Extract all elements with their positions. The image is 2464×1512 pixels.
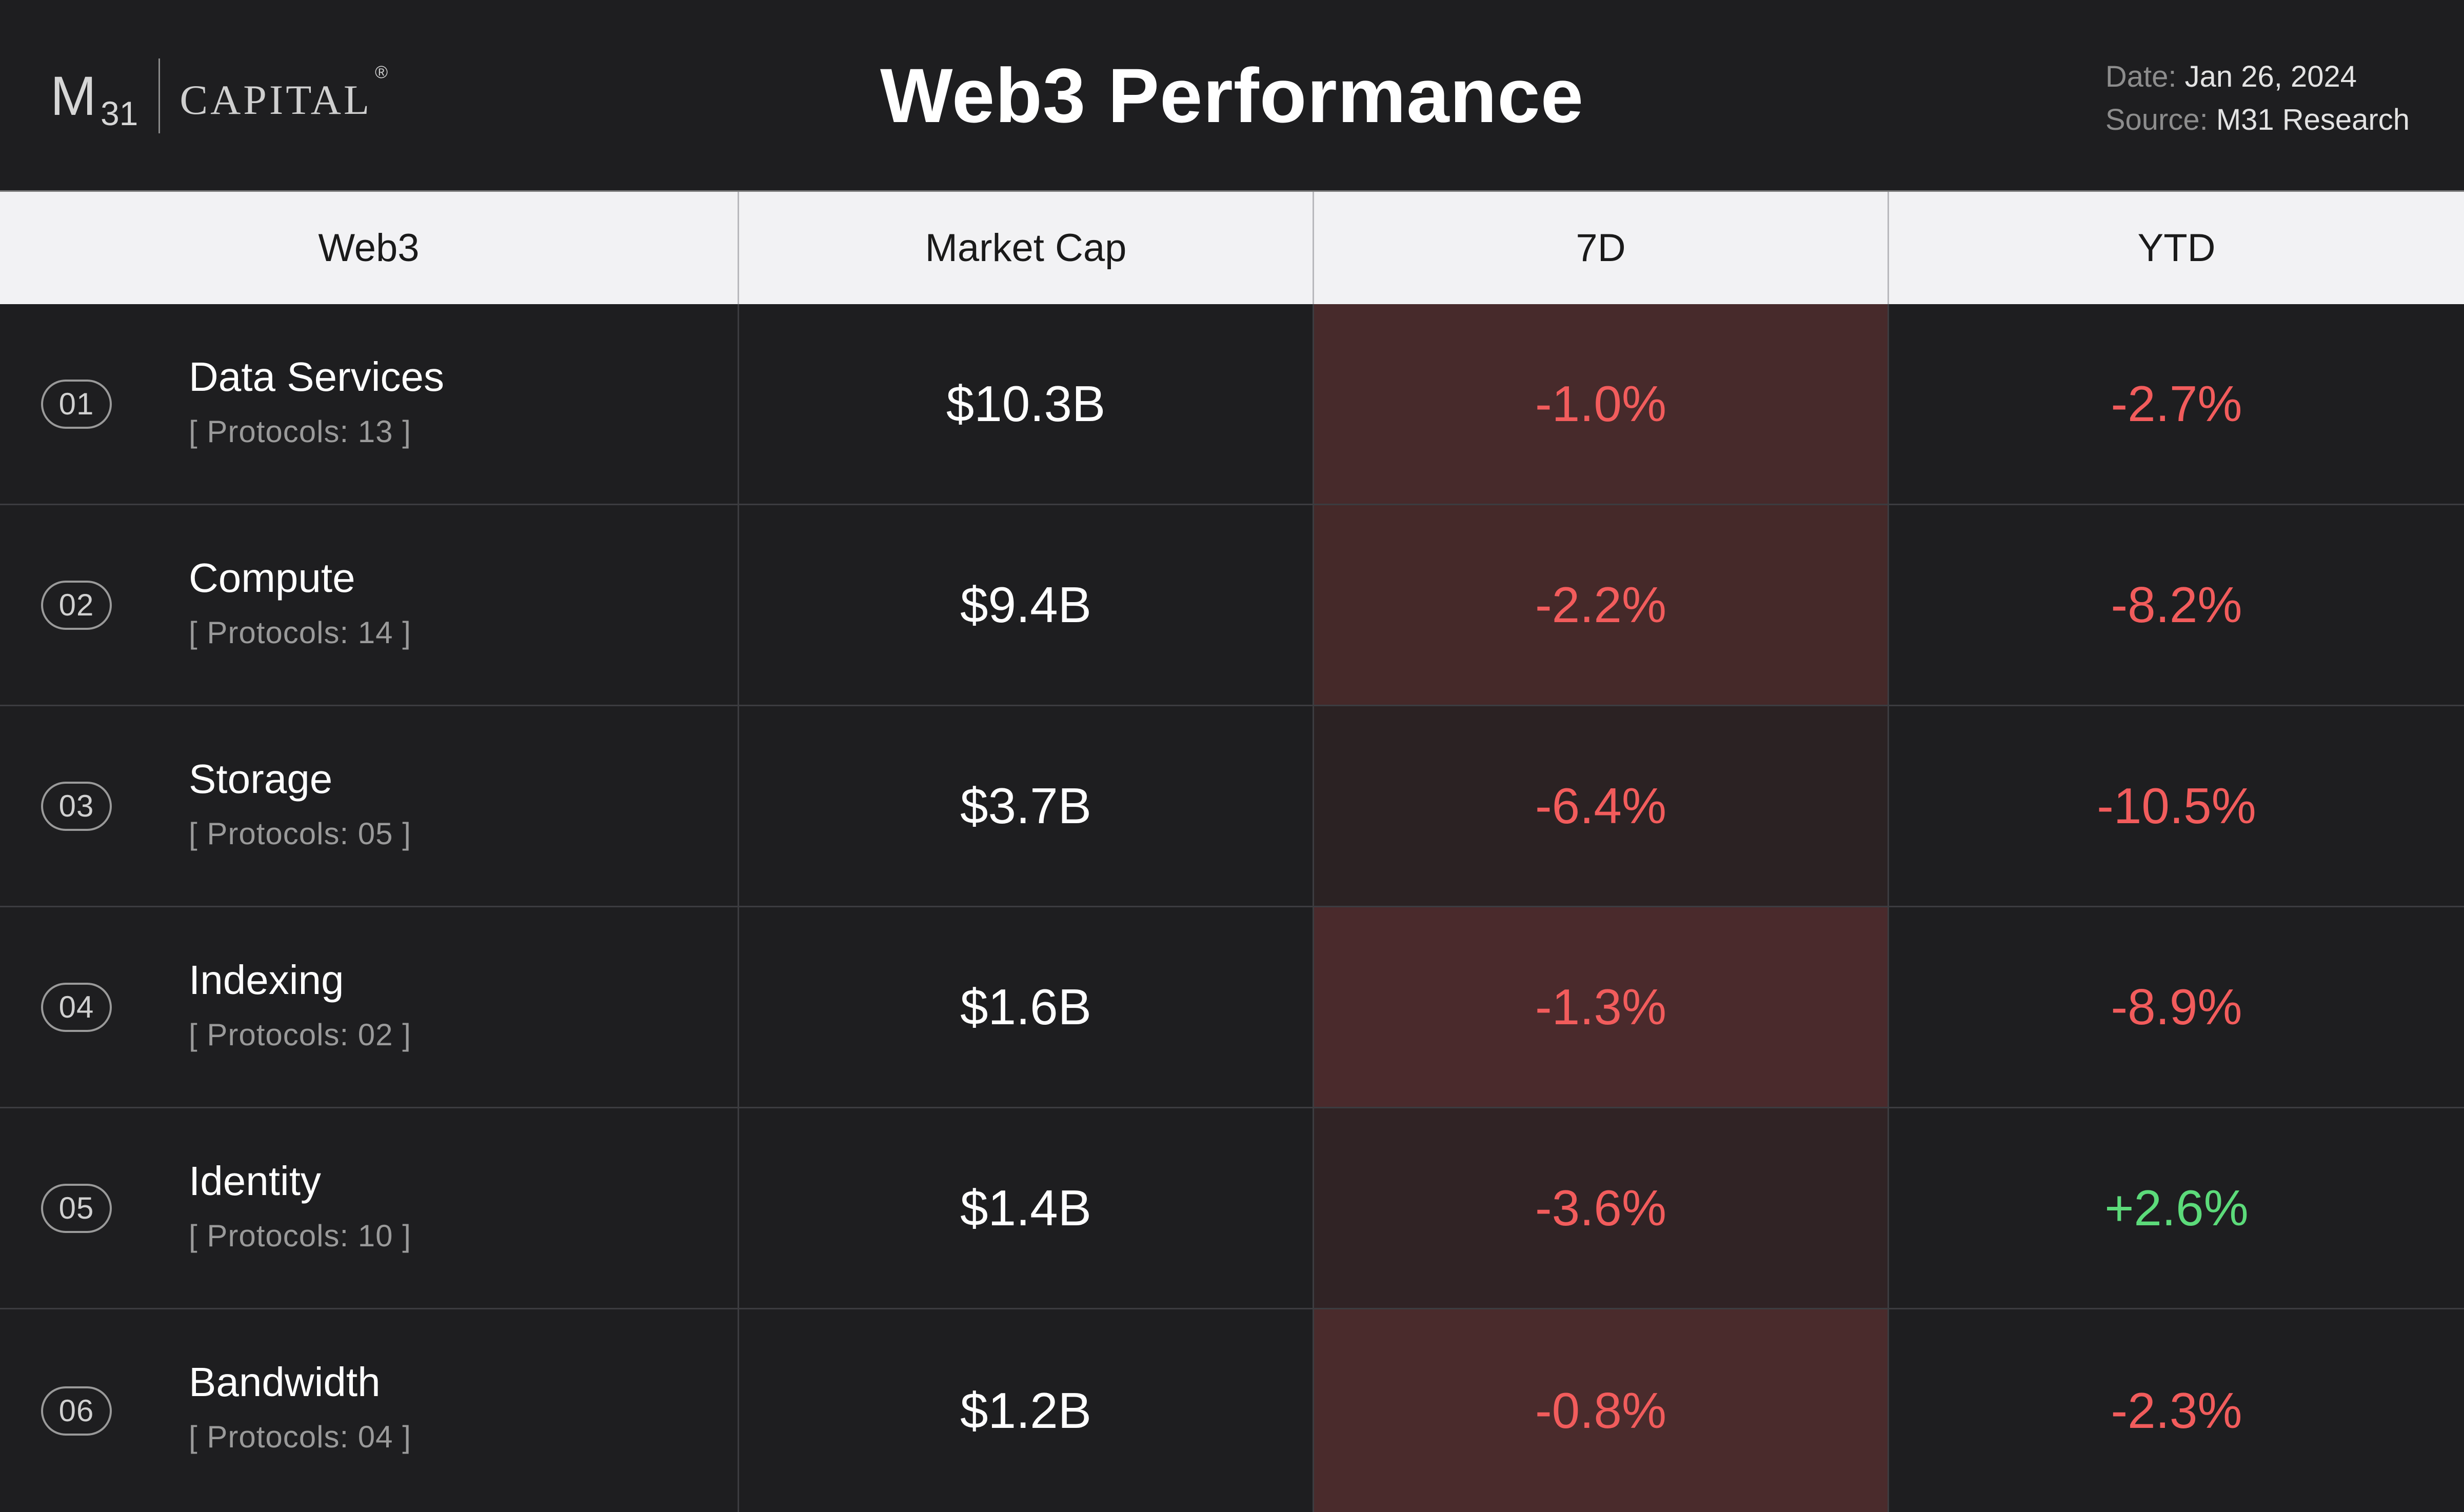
row-index-badge: 03: [41, 781, 112, 831]
market-cap-cell: $1.4B: [739, 1108, 1314, 1308]
row-index-badge: 04: [41, 982, 112, 1032]
date-line: Date: Jan 26, 2024: [2105, 55, 2410, 98]
market-cap-cell: $1.6B: [739, 907, 1314, 1107]
change-ytd-cell: -8.2%: [2111, 576, 2242, 633]
sector-cell: 06 Bandwidth [ Protocols: 04 ]: [0, 1309, 739, 1512]
column-header-market-cap: Market Cap: [739, 192, 1314, 304]
change-7d-cell: -2.2%: [1314, 505, 1889, 705]
sector-cell: 05 Identity [ Protocols: 10 ]: [0, 1108, 739, 1308]
sector-name: Bandwidth: [189, 1359, 381, 1405]
sector-cell: 03 Storage [ Protocols: 05 ]: [0, 706, 739, 906]
protocol-count: [ Protocols: 05 ]: [189, 817, 411, 851]
source-line: Source: M31 Research: [2105, 98, 2410, 142]
column-header-web3: Web3: [0, 192, 739, 304]
report-meta: Date: Jan 26, 2024 Source: M31 Research: [2105, 55, 2410, 142]
sector-cell: 04 Indexing [ Protocols: 02 ]: [0, 907, 739, 1107]
page-title: Web3 Performance: [880, 52, 1584, 138]
sector-name: Storage: [189, 756, 333, 802]
change-7d-cell: -3.6%: [1314, 1108, 1889, 1308]
change-ytd-cell: -10.5%: [2097, 778, 2256, 834]
change-ytd-cell: +2.6%: [2104, 1180, 2249, 1236]
column-header-ytd: YTD: [2137, 226, 2216, 270]
sector-name: Indexing: [189, 957, 344, 1003]
sector-name-block: Compute [ Protocols: 14 ]: [189, 554, 411, 650]
change-ytd-cell: -2.7%: [2111, 375, 2242, 432]
row-index-badge: 02: [41, 580, 112, 630]
sector-name-block: Identity [ Protocols: 10 ]: [189, 1158, 411, 1254]
protocol-count: [ Protocols: 04 ]: [189, 1420, 411, 1454]
protocol-count: [ Protocols: 02 ]: [189, 1018, 411, 1052]
table-row: 01 Data Services [ Protocols: 13 ] $10.3B -1…: [0, 304, 2464, 505]
sector-name-block: Storage [ Protocols: 05 ]: [189, 755, 411, 851]
logo-letter: M: [50, 65, 97, 127]
table-header-row: Web3 Market Cap 7D YTD: [0, 190, 2464, 304]
table-row: 03 Storage [ Protocols: 05 ] $3.7B -6.4% -10.…: [0, 706, 2464, 907]
sector-name: Data Services: [189, 354, 444, 400]
market-cap-cell: $3.7B: [739, 706, 1314, 906]
column-header-7d: 7D: [1314, 192, 1889, 304]
performance-table: Web3 Market Cap 7D YTD 01 Data Services [ …: [0, 190, 2464, 1512]
source-label: Source:: [2105, 103, 2208, 136]
market-cap-cell: $10.3B: [739, 304, 1314, 504]
protocol-count: [ Protocols: 14 ]: [189, 615, 411, 650]
sector-cell: 01 Data Services [ Protocols: 13 ]: [0, 304, 739, 504]
row-index-badge: 01: [41, 379, 112, 429]
logo-divider: [158, 58, 161, 133]
row-index-badge: 05: [41, 1183, 112, 1233]
table-row: 04 Indexing [ Protocols: 02 ] $1.6B -1.3% -8.…: [0, 907, 2464, 1108]
table-row: 06 Bandwidth [ Protocols: 04 ] $1.2B -0.8% -2…: [0, 1309, 2464, 1512]
market-cap-cell: $9.4B: [739, 505, 1314, 705]
change-7d-cell: -0.8%: [1314, 1309, 1889, 1512]
m31-capital-logo: M 31 CAPITAL ®: [50, 57, 388, 134]
sector-name-block: Data Services [ Protocols: 13 ]: [189, 353, 444, 449]
protocol-count: [ Protocols: 10 ]: [189, 1219, 411, 1253]
row-index-badge: 06: [41, 1386, 112, 1436]
sector-cell: 02 Compute [ Protocols: 14 ]: [0, 505, 739, 705]
change-7d-cell: -1.0%: [1314, 304, 1889, 504]
table-row: 02 Compute [ Protocols: 14 ] $9.4B -2.2% -8.2…: [0, 505, 2464, 706]
sector-name-block: Bandwidth [ Protocols: 04 ]: [189, 1359, 411, 1455]
logo-subscript: 31: [100, 94, 138, 132]
table-body: 01 Data Services[ Protocols: 13 ] $10.3B -1…: [0, 304, 2464, 1512]
change-ytd-cell: -2.3%: [2111, 1382, 2242, 1439]
sector-name: Compute: [189, 555, 355, 601]
logo-wordmark: CAPITAL: [180, 76, 372, 123]
change-ytd-cell: -8.9%: [2111, 979, 2242, 1035]
source-value: M31 Research: [2216, 103, 2410, 136]
table-row: 05 Identity [ Protocols: 10 ] $1.4B -3.6% +2.…: [0, 1108, 2464, 1309]
logo-registered-mark: ®: [375, 62, 388, 82]
date-value: Jan 26, 2024: [2184, 60, 2357, 93]
header: M 31 CAPITAL ® Web3 Performance Date: Ja…: [0, 0, 2464, 190]
protocol-count: [ Protocols: 13 ]: [189, 414, 411, 449]
date-label: Date:: [2105, 60, 2177, 93]
change-7d-cell: -1.3%: [1314, 907, 1889, 1107]
sector-name: Identity: [189, 1158, 321, 1204]
sector-name-block: Indexing [ Protocols: 02 ]: [189, 957, 411, 1052]
change-7d-cell: -6.4%: [1314, 706, 1889, 906]
market-cap-cell: $1.2B: [739, 1309, 1314, 1512]
